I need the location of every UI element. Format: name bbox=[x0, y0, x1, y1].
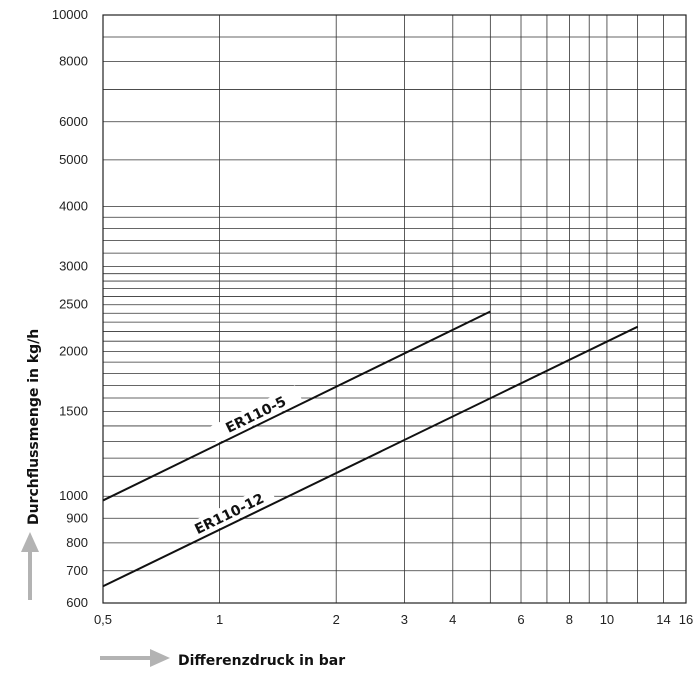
x-tick-label: 6 bbox=[517, 612, 524, 627]
x-tick-label: 8 bbox=[566, 612, 573, 627]
y-tick-label: 5000 bbox=[59, 152, 88, 167]
x-tick-label: 4 bbox=[449, 612, 456, 627]
y-tick-label: 10000 bbox=[52, 7, 88, 22]
y-axis-title: Durchflussmenge in kg/h bbox=[26, 329, 42, 525]
x-gridlines bbox=[102, 15, 687, 603]
y-gridlines bbox=[103, 14, 686, 604]
y-tick-label: 1500 bbox=[59, 403, 88, 418]
y-tick-label: 6000 bbox=[59, 114, 88, 129]
x-tick-label: 10 bbox=[600, 612, 614, 627]
y-tick-label: 700 bbox=[66, 563, 88, 578]
y-tick-label: 8000 bbox=[59, 54, 88, 69]
series-label-background bbox=[182, 484, 277, 543]
y-tick-label: 900 bbox=[66, 510, 88, 525]
x-axis-title: Differenzdruck in bar bbox=[178, 653, 345, 669]
series-label-group: ER110-5 bbox=[208, 385, 303, 444]
series-line bbox=[102, 325, 639, 588]
x-axis-arrow-icon bbox=[100, 649, 170, 667]
y-tick-label: 4000 bbox=[59, 199, 88, 214]
x-tick-label: 3 bbox=[401, 612, 408, 627]
y-axis-arrow-icon bbox=[21, 532, 39, 600]
x-tick-label: 2 bbox=[333, 612, 340, 627]
plot-frame bbox=[102, 14, 687, 604]
y-tick-label: 2000 bbox=[59, 343, 88, 358]
y-tick-label: 800 bbox=[66, 535, 88, 550]
y-tick-label: 3000 bbox=[59, 259, 88, 274]
x-tick-labels: 0,5 1 2 3 4 6 8 10 14 16 bbox=[94, 612, 693, 627]
series-lines bbox=[102, 310, 639, 588]
y-tick-label: 2500 bbox=[59, 297, 88, 312]
x-tick-label: 14 bbox=[656, 612, 670, 627]
y-tick-labels: 600 700 800 900 1000 1500 2000 2500 3000 4000 5000… bbox=[52, 7, 88, 610]
x-tick-label: 0,5 bbox=[94, 612, 112, 627]
series-label: ER110-12 bbox=[192, 491, 266, 538]
x-tick-label: 16 bbox=[679, 612, 693, 627]
y-tick-label: 1000 bbox=[59, 488, 88, 503]
series-line bbox=[102, 310, 491, 502]
x-tick-label: 1 bbox=[216, 612, 223, 627]
y-tick-label: 600 bbox=[66, 595, 88, 610]
series-label-background bbox=[208, 385, 303, 444]
series-label-group: ER110-12 bbox=[182, 484, 277, 543]
